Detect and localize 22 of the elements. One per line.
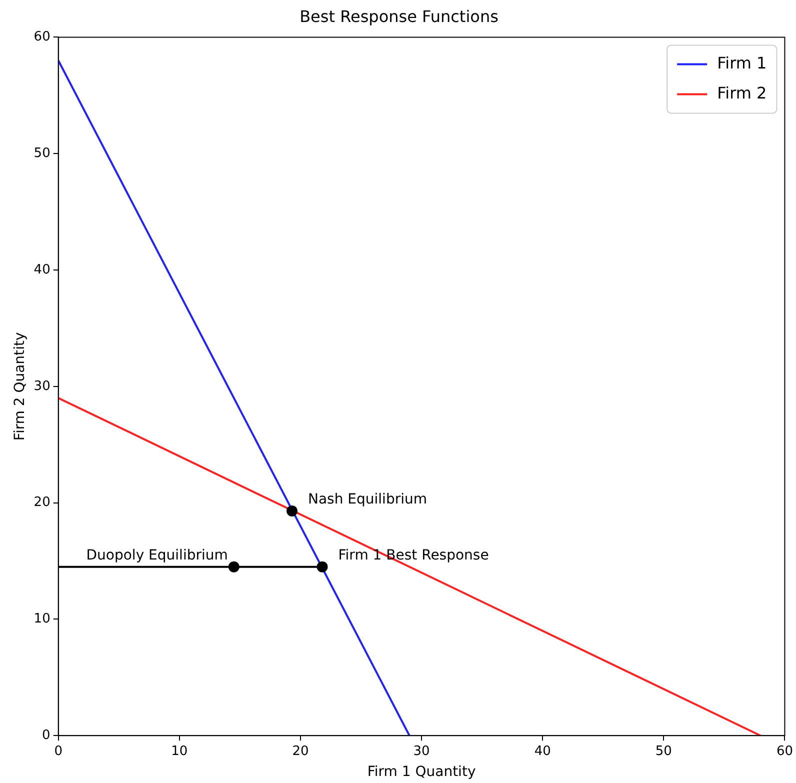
x-tick-label: 60 xyxy=(776,744,793,759)
annotation: Firm 1 Best Response xyxy=(338,547,489,564)
annotation: Duopoly Equilibrium xyxy=(86,547,228,564)
legend-label: Firm 1 xyxy=(717,53,767,72)
x-tick-label: 10 xyxy=(171,744,188,759)
y-tick-label: 30 xyxy=(34,378,50,394)
chart-title: Best Response Functions xyxy=(300,6,498,26)
x-tick-label: 20 xyxy=(292,744,309,759)
y-axis-title: Firm 2 Quantity xyxy=(12,332,28,441)
legend-label: Firm 2 xyxy=(717,83,767,102)
y-tick-label: 40 xyxy=(34,262,50,278)
y-tick-label: 0 xyxy=(42,728,50,743)
x-axis-title: Firm 1 Quantity xyxy=(367,764,476,780)
x-tick-label: 30 xyxy=(413,744,430,759)
y-tick-label: 20 xyxy=(34,495,50,510)
y-tick-label: 60 xyxy=(34,30,50,45)
annotation: Nash Equilibrium xyxy=(308,492,427,508)
y-tick-label: 50 xyxy=(34,146,50,161)
x-tick-label: 0 xyxy=(54,744,62,759)
y-tick-label: 10 xyxy=(34,612,50,627)
x-tick-label: 40 xyxy=(534,744,551,759)
x-tick-label: 50 xyxy=(655,744,672,759)
